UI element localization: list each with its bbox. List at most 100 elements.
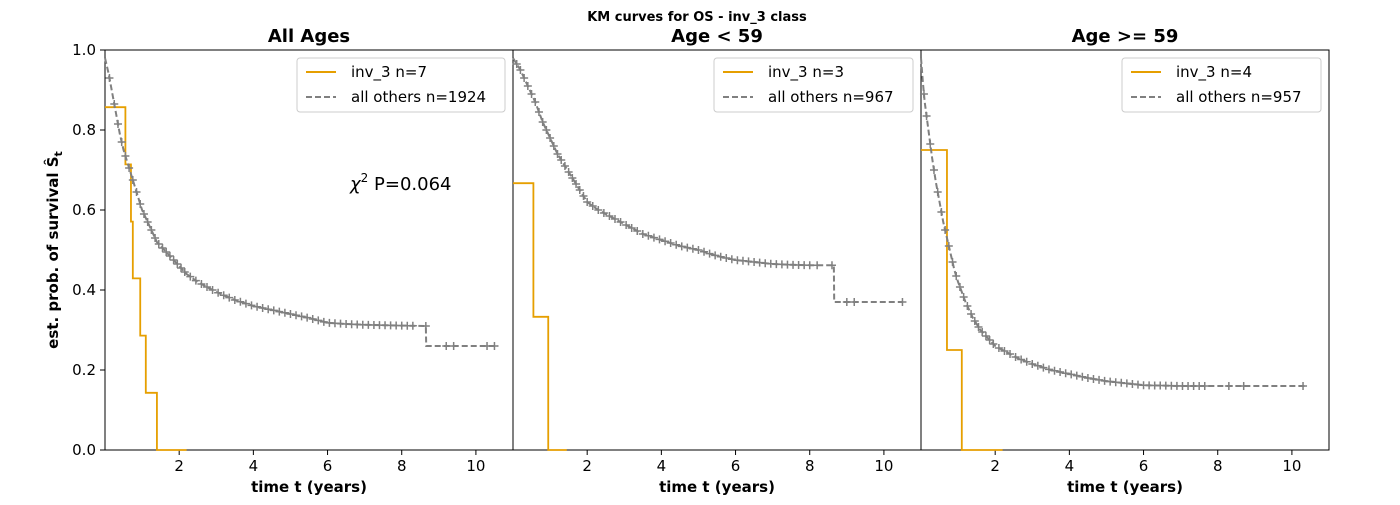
censor-mark	[314, 316, 323, 325]
censor-mark	[622, 221, 631, 229]
censor-mark	[154, 240, 163, 248]
legend-label: inv_3 n=3	[768, 63, 844, 82]
censor-mark	[644, 231, 653, 240]
x-tick-label: 4	[657, 457, 667, 475]
censor-mark	[1017, 355, 1026, 364]
censor-mark	[898, 298, 907, 306]
censor-mark	[173, 260, 182, 268]
censor-mark	[638, 230, 647, 238]
censor-mark	[125, 164, 134, 172]
censor-mark	[247, 301, 256, 310]
censor-mark	[258, 304, 267, 312]
censor-mark	[989, 340, 998, 348]
censor-mark	[136, 200, 145, 208]
censor-mark	[575, 186, 584, 194]
x-tick-label: 10	[1282, 457, 1301, 475]
y-tick-label: 1.0	[72, 41, 96, 59]
censor-mark	[1239, 382, 1248, 390]
censor-mark	[727, 255, 736, 264]
censor-mark	[165, 252, 174, 260]
censor-mark	[280, 308, 289, 317]
censor-mark	[208, 286, 217, 294]
y-tick-label: 0.0	[72, 441, 96, 459]
censor-mark	[683, 243, 692, 252]
censor-mark	[162, 248, 171, 256]
censor-mark	[599, 209, 608, 217]
censor-mark	[672, 240, 681, 249]
censor-mark	[1299, 382, 1308, 390]
censor-mark	[269, 306, 278, 315]
x-tick-label: 6	[1139, 457, 1149, 475]
legend-label: all others n=967	[768, 88, 894, 106]
panel-title: All Ages	[268, 26, 350, 47]
censor-mark	[105, 74, 114, 82]
censor-mark	[553, 150, 562, 158]
y-axis-label-text: est. prob. of survival	[44, 173, 62, 349]
censor-mark	[922, 112, 931, 120]
censor-mark	[264, 305, 273, 314]
censor-mark	[937, 208, 946, 216]
censor-mark	[963, 302, 972, 310]
censor-mark	[1061, 369, 1070, 378]
y-tick-label: 0.2	[72, 361, 96, 379]
censor-mark	[627, 224, 636, 232]
series-line-inv3	[513, 182, 567, 451]
censor-mark	[1022, 357, 1031, 366]
censor-mark	[944, 242, 953, 250]
y-tick-label: 0.4	[72, 281, 96, 299]
censor-mark	[117, 138, 126, 146]
censor-mark	[158, 244, 167, 252]
censor-mark	[941, 226, 950, 234]
censor-mark	[523, 82, 532, 90]
censor-mark	[1006, 350, 1015, 358]
censor-mark	[421, 322, 430, 330]
x-axis-label: time t (years)	[1067, 478, 1183, 496]
censor-mark	[121, 152, 130, 160]
x-axis-label: time t (years)	[251, 478, 367, 496]
censor-mark	[236, 297, 245, 306]
censor-mark	[1000, 347, 1009, 355]
censor-mark	[850, 298, 859, 306]
legend-label: inv_3 n=7	[351, 63, 427, 82]
censor-mark	[1050, 366, 1059, 375]
censor-mark	[655, 235, 664, 244]
censor-mark	[1078, 372, 1087, 381]
censor-mark	[716, 252, 725, 261]
censor-mark	[286, 310, 295, 318]
censor-mark	[967, 310, 976, 318]
censor-mark	[594, 206, 603, 214]
censor-mark	[649, 233, 658, 242]
censor-mark	[275, 307, 284, 316]
censor-mark	[1067, 370, 1076, 379]
x-tick-label: 10	[466, 457, 485, 475]
legend-label: inv_3 n=4	[1176, 63, 1252, 82]
x-tick-label: 2	[990, 457, 1000, 475]
y-tick-label: 0.8	[72, 121, 96, 139]
censor-mark	[490, 342, 499, 350]
censor-mark	[688, 244, 697, 253]
censor-mark	[534, 108, 543, 116]
censor-mark	[253, 302, 262, 311]
censor-mark	[546, 134, 555, 142]
censor-mark	[549, 142, 558, 150]
censor-mark	[974, 323, 983, 331]
censor-mark	[241, 299, 250, 308]
series-line-inv3	[921, 149, 1003, 451]
censor-mark	[219, 291, 228, 300]
censor-mark	[442, 342, 451, 350]
censor-mark	[926, 140, 935, 148]
p-value-annotation: χ2 P=0.064	[349, 171, 452, 195]
x-tick-label: 8	[397, 457, 407, 475]
censor-mark	[572, 180, 581, 188]
censor-mark	[542, 126, 551, 134]
censor-mark	[568, 174, 577, 182]
legend-box	[713, 57, 914, 113]
censor-mark	[408, 321, 417, 330]
x-tick-label: 8	[1213, 457, 1223, 475]
censor-mark	[214, 288, 223, 297]
censor-mark	[959, 293, 968, 301]
censor-mark	[1011, 353, 1020, 361]
censor-mark	[1200, 382, 1209, 390]
x-tick-label: 4	[249, 457, 259, 475]
